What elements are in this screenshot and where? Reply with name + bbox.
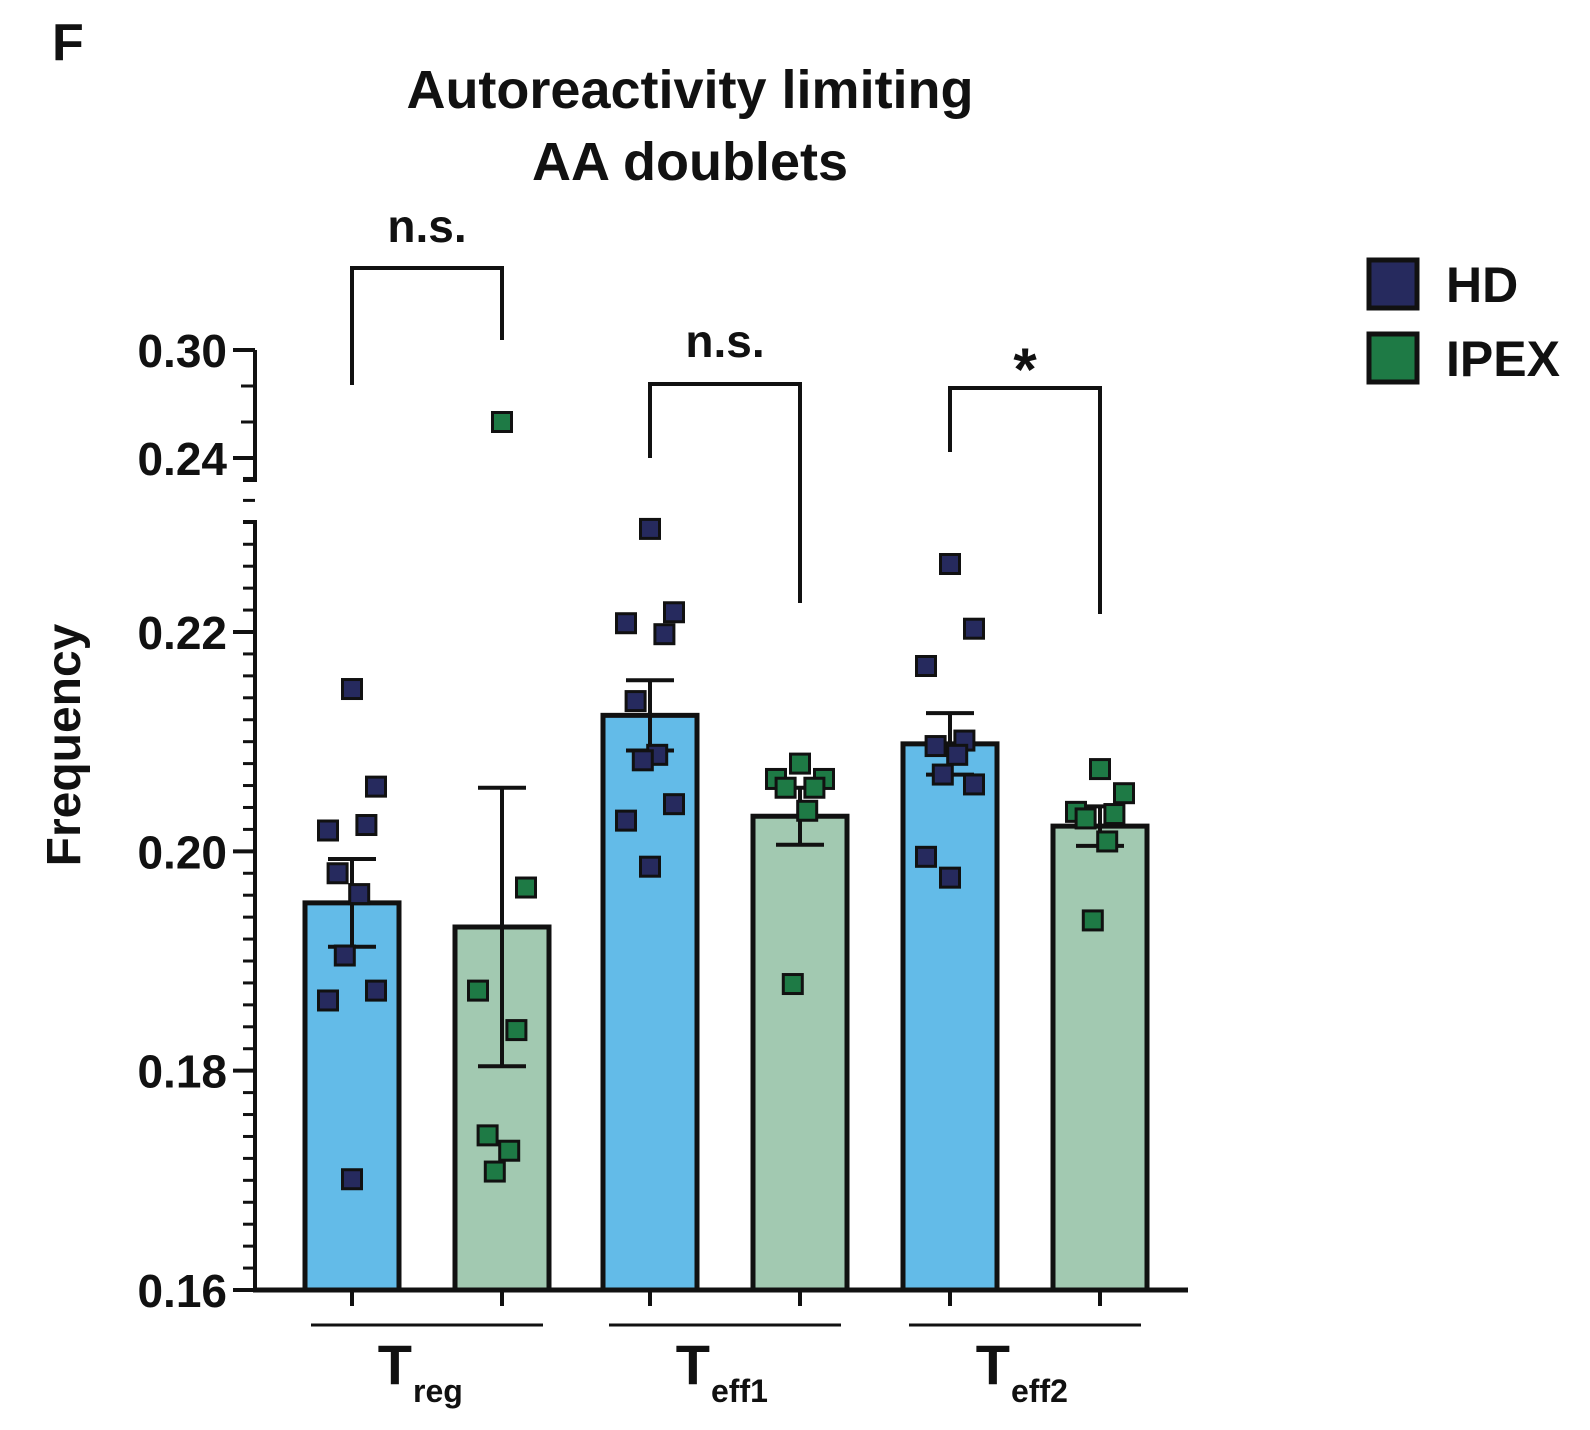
significance-label: n.s. — [387, 200, 466, 252]
data-point-hd — [624, 690, 647, 713]
significance-bracket — [648, 382, 802, 603]
bar-ipex — [750, 813, 850, 1293]
data-point-ipex — [1096, 830, 1119, 853]
data-point-ipex — [796, 799, 819, 822]
y-tick-label: 0.16 — [137, 1265, 227, 1317]
data-point-hd — [963, 617, 985, 640]
data-point-hd — [653, 623, 676, 646]
bars — [302, 712, 1150, 1293]
significance-brackets: n.s. n.s. * — [350, 200, 1102, 614]
group-label-subscript: eff1 — [711, 1373, 768, 1409]
data-point-hd — [963, 773, 985, 796]
data-point-ipex — [1074, 807, 1097, 830]
y-tick-label: 0.22 — [137, 607, 227, 659]
data-point-hd — [663, 601, 685, 624]
data-point-hd — [333, 944, 356, 967]
data-point-hd — [348, 883, 371, 906]
chart-title-line-1: Autoreactivity limiting — [406, 60, 973, 120]
data-point-hd — [615, 809, 637, 832]
data-point-hd — [326, 862, 349, 885]
group-label-main: T — [676, 1333, 710, 1396]
data-point-ipex — [515, 876, 537, 899]
data-point-hd — [939, 866, 961, 889]
data-points — [317, 411, 1135, 1191]
data-point-ipex — [1113, 782, 1135, 805]
group-label-subscript: reg — [413, 1373, 463, 1409]
bar-hd — [900, 741, 1000, 1293]
data-point-hd — [663, 793, 685, 816]
legend-swatch-hd — [1366, 257, 1420, 311]
data-point-ipex — [476, 1124, 499, 1147]
data-point-ipex — [1103, 803, 1126, 826]
data-point-hd — [931, 763, 954, 786]
group-label-subscript: eff2 — [1011, 1373, 1068, 1409]
data-point-ipex — [774, 776, 797, 799]
legend-swatch-ipex — [1366, 331, 1420, 385]
data-point-hd — [317, 819, 339, 842]
data-point-hd — [631, 749, 654, 772]
data-point-ipex — [803, 776, 826, 799]
y-tick-label: 0.18 — [137, 1046, 227, 1098]
y-axis-label: Frequency — [38, 623, 91, 866]
data-point-hd — [915, 845, 937, 868]
data-point-ipex — [781, 973, 804, 996]
data-point-hd — [355, 814, 378, 837]
data-point-hd — [365, 979, 387, 1002]
group-label-main: T — [378, 1333, 412, 1396]
data-point-ipex — [1081, 909, 1104, 932]
data-point-hd — [939, 553, 961, 576]
axes: 0.16 0.18 0.20 0.22 0.24 0.30 — [137, 325, 1188, 1317]
bar-ipex — [1050, 823, 1150, 1293]
data-point-hd — [317, 989, 339, 1012]
group-label-main: T — [976, 1333, 1010, 1396]
legend-label-ipex: IPEX — [1446, 331, 1560, 387]
data-point-hd — [365, 775, 387, 798]
legend: HD IPEX — [1366, 257, 1560, 387]
data-point-hd — [639, 855, 661, 878]
data-point-hd — [639, 517, 661, 540]
panel-label: F — [52, 14, 84, 72]
y-tick-label: 0.20 — [137, 826, 227, 878]
data-point-ipex — [491, 411, 513, 433]
significance-bracket — [948, 386, 1102, 614]
data-point-ipex — [483, 1160, 506, 1183]
data-point-ipex — [1089, 758, 1111, 781]
bar-hd — [302, 900, 402, 1293]
data-point-hd — [341, 1168, 363, 1191]
data-point-ipex — [789, 752, 811, 775]
data-point-hd — [341, 678, 363, 701]
chart-title-line-2: AA doublets — [532, 132, 848, 192]
significance-label: * — [1013, 336, 1037, 403]
data-point-ipex — [467, 979, 489, 1002]
legend-label-hd: HD — [1446, 257, 1518, 313]
data-point-hd — [946, 743, 969, 766]
data-point-ipex — [498, 1139, 521, 1162]
data-point-hd — [915, 654, 937, 677]
y-tick-label: 0.24 — [137, 433, 227, 485]
error-bars — [328, 678, 1124, 1069]
y-tick-label: 0.30 — [137, 325, 227, 377]
data-point-ipex — [505, 1019, 528, 1042]
data-point-hd — [924, 735, 947, 758]
significance-bracket — [350, 266, 504, 385]
significance-label: n.s. — [685, 315, 764, 367]
data-point-hd — [615, 612, 637, 635]
